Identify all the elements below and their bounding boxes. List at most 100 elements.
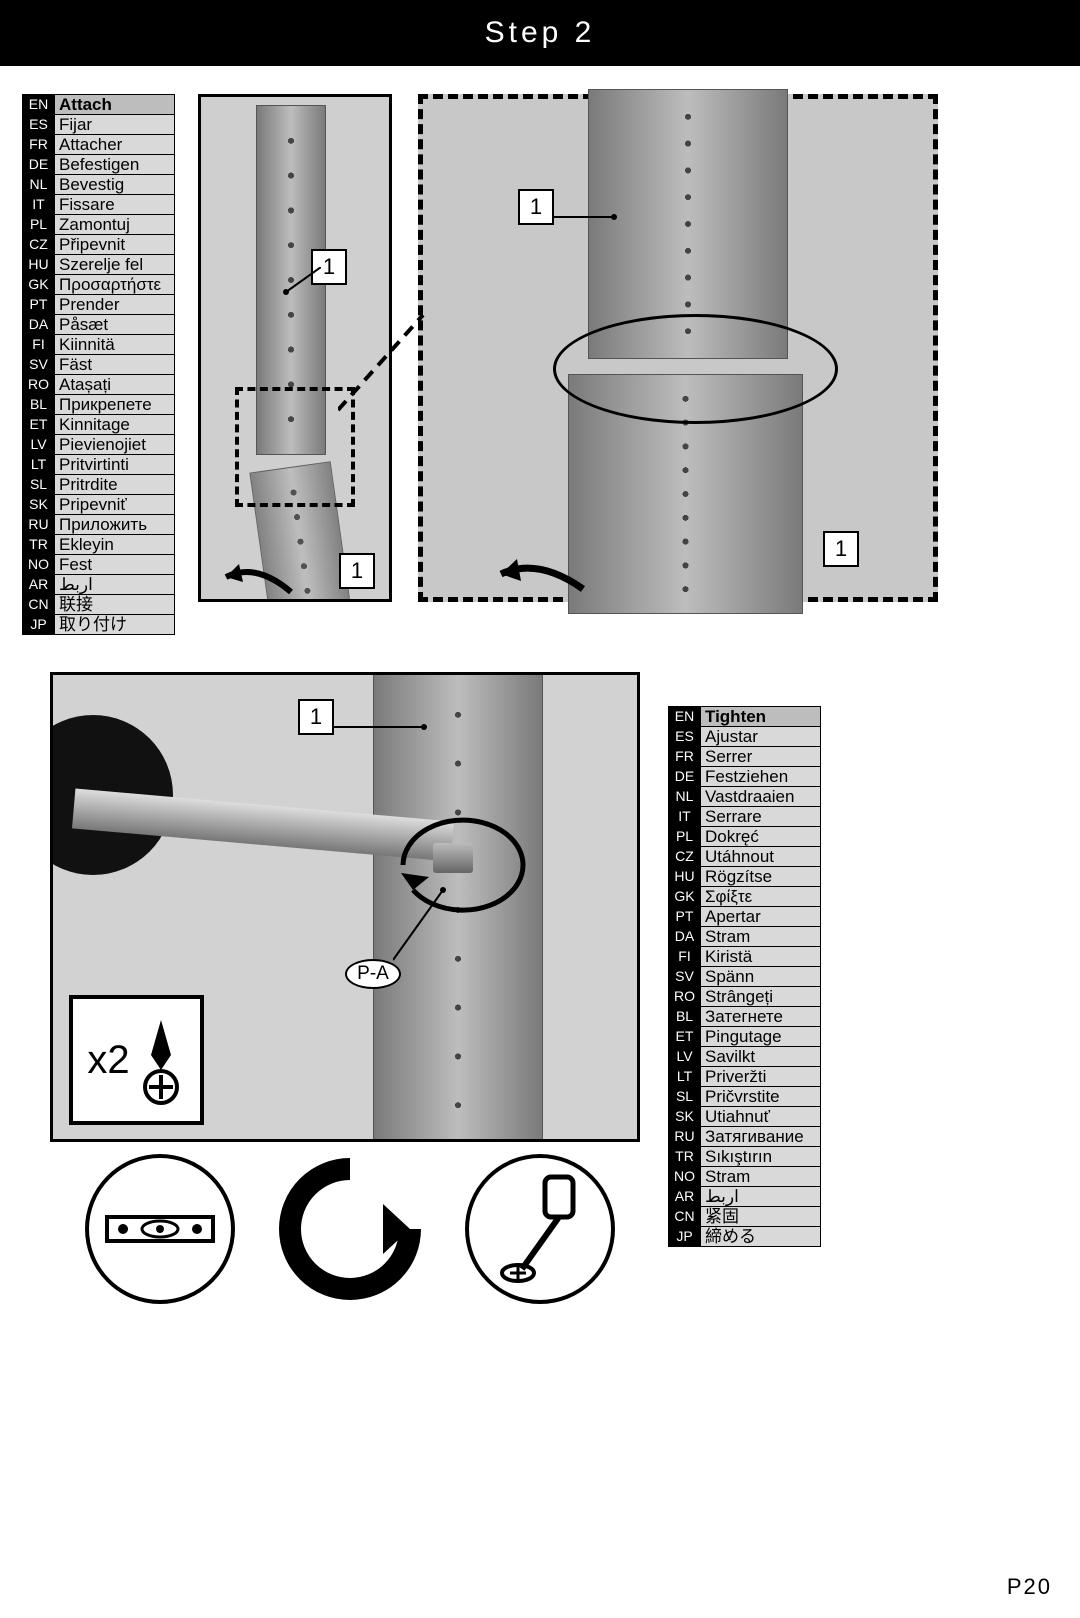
callout-1: 1 <box>298 699 334 735</box>
lang-code: SV <box>23 355 55 375</box>
lang-text: Utiahnuť <box>701 1107 821 1127</box>
lang-text: Zamontuj <box>55 215 175 235</box>
lang-code: HU <box>23 255 55 275</box>
lang-row: LTPritvirtinti <box>23 455 175 475</box>
lang-text: Påsæt <box>55 315 175 335</box>
swing-arrow-icon <box>211 552 301 602</box>
lang-row: ITSerrare <box>669 807 821 827</box>
lang-row: JP締める <box>669 1227 821 1247</box>
lang-row: PTPrender <box>23 295 175 315</box>
lang-text: Prender <box>55 295 175 315</box>
lang-code: IT <box>669 807 701 827</box>
lang-code: FI <box>669 947 701 967</box>
lang-code: SK <box>23 495 55 515</box>
lang-code: BL <box>669 1007 701 1027</box>
lang-code: FR <box>23 135 55 155</box>
lang-code: FR <box>669 747 701 767</box>
lang-row: LVSavilkt <box>669 1047 821 1067</box>
lang-text: Fissare <box>55 195 175 215</box>
lang-code: PT <box>23 295 55 315</box>
lang-text: Sıkıştırın <box>701 1147 821 1167</box>
lang-row: SLPritrdite <box>23 475 175 495</box>
lang-code: LT <box>669 1067 701 1087</box>
lang-row: GKΣφίξτε <box>669 887 821 907</box>
lang-text: Kinnitage <box>55 415 175 435</box>
lang-row: CN紧固 <box>669 1207 821 1227</box>
lang-text: Pievienojiet <box>55 435 175 455</box>
lang-text: Bevestig <box>55 175 175 195</box>
lang-code: SL <box>669 1087 701 1107</box>
lang-text: اربط <box>701 1187 821 1207</box>
lang-text: Ajustar <box>701 727 821 747</box>
lang-text: Utáhnout <box>701 847 821 867</box>
lang-row: CZPřipevnit <box>23 235 175 255</box>
lang-code: HU <box>669 867 701 887</box>
lang-code: CZ <box>669 847 701 867</box>
lang-text: Pričvrstite <box>701 1087 821 1107</box>
lang-code: BL <box>23 395 55 415</box>
lang-text: Kiinnitä <box>55 335 175 355</box>
lang-code: DE <box>669 767 701 787</box>
lang-row: FRSerrer <box>669 747 821 767</box>
lang-code: LV <box>23 435 55 455</box>
lang-row: RUПриложить <box>23 515 175 535</box>
lang-text: 紧固 <box>701 1207 821 1227</box>
lang-code: DA <box>23 315 55 335</box>
lang-row: ENTighten <box>669 707 821 727</box>
lang-text: Dokręć <box>701 827 821 847</box>
lang-code: RO <box>669 987 701 1007</box>
lang-row: SKPripevniť <box>23 495 175 515</box>
lang-code: RO <box>23 375 55 395</box>
lang-code: IT <box>23 195 55 215</box>
footer-icons <box>85 1154 615 1304</box>
lang-code: DE <box>23 155 55 175</box>
lang-row: DEBefestigen <box>23 155 175 175</box>
lang-row: PLDokręć <box>669 827 821 847</box>
lang-code: RU <box>669 1127 701 1147</box>
lang-row: HURögzítse <box>669 867 821 887</box>
lang-row: CN联接 <box>23 595 175 615</box>
lang-row: DEFestziehen <box>669 767 821 787</box>
lang-row: ROStrângeți <box>669 987 821 1007</box>
swing-arrow-icon <box>483 549 593 599</box>
lang-row: SVFäst <box>23 355 175 375</box>
lang-row: NLBevestig <box>23 175 175 195</box>
page-number: P20 <box>1007 1574 1052 1600</box>
lang-code: SL <box>23 475 55 495</box>
lang-code: CZ <box>23 235 55 255</box>
lang-text: Ekleyin <box>55 535 175 555</box>
lang-table-tighten: ENTightenESAjustarFRSerrerDEFestziehenNL… <box>668 706 821 1247</box>
lang-row: JP取り付け <box>23 615 175 635</box>
lang-row: TRSıkıştırın <box>669 1147 821 1167</box>
lang-row: RUЗатягивание <box>669 1127 821 1147</box>
lang-text: 取り付け <box>55 615 175 635</box>
lang-row: NLVastdraaien <box>669 787 821 807</box>
lang-row: PTApertar <box>669 907 821 927</box>
callout-1: 1 <box>518 189 554 225</box>
lang-text: 联接 <box>55 595 175 615</box>
step-title: Step 2 <box>485 16 596 50</box>
lang-row: FIKiinnitä <box>23 335 175 355</box>
lang-code: PL <box>23 215 55 235</box>
lang-code: JP <box>23 615 55 635</box>
lang-text: Attach <box>55 95 175 115</box>
lang-row: DAStram <box>669 927 821 947</box>
lang-code: NO <box>23 555 55 575</box>
lang-code: ET <box>669 1027 701 1047</box>
lang-code: ES <box>23 115 55 135</box>
lang-code: CN <box>23 595 55 615</box>
lang-text: Připevnit <box>55 235 175 255</box>
lang-row: PLZamontuj <box>23 215 175 235</box>
lang-code: TR <box>669 1147 701 1167</box>
step-header: Step 2 <box>0 0 1080 66</box>
lang-code: GK <box>23 275 55 295</box>
lang-row: ETPingutage <box>669 1027 821 1047</box>
lang-text: Szerelje fel <box>55 255 175 275</box>
lang-text: Stram <box>701 927 821 947</box>
photo-tighten: 1 P-A x2 <box>50 672 640 1142</box>
lang-text: Pripevniť <box>55 495 175 515</box>
lang-row: BLПрикрепете <box>23 395 175 415</box>
lang-row: ARاربط <box>669 1187 821 1207</box>
rotate-ccw-icon <box>275 1154 425 1304</box>
lang-code: AR <box>23 575 55 595</box>
